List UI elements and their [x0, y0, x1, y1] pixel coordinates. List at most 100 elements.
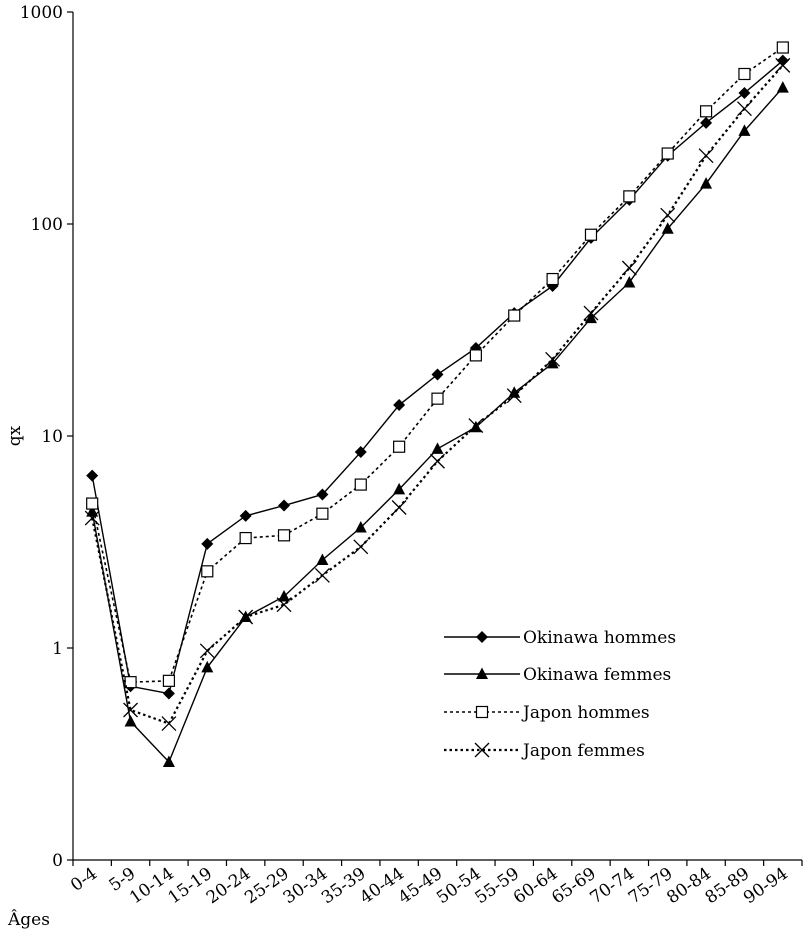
data-point — [278, 589, 291, 602]
data-point — [162, 687, 175, 700]
x-tick-label: 60-64 — [510, 864, 562, 908]
legend-item: Japon femmes — [444, 741, 645, 761]
data-point — [431, 368, 444, 381]
data-point — [775, 57, 791, 73]
data-point — [584, 311, 597, 324]
data-point — [700, 177, 713, 189]
data-point — [621, 260, 637, 276]
data-point — [431, 442, 444, 454]
x-tick-label: 25-29 — [241, 864, 293, 908]
series-1 — [86, 81, 789, 767]
data-point — [201, 537, 214, 550]
legend-item: Okinawa femmes — [444, 665, 671, 685]
data-point — [393, 440, 406, 453]
y-tick-label: 10 — [41, 427, 63, 447]
legend: Okinawa hommes Okinawa femmes Japon hommes… — [444, 628, 676, 761]
y-tick-label: 1000 — [20, 3, 63, 23]
x-tick-label: 85-89 — [702, 864, 754, 908]
data-point — [508, 309, 521, 322]
series-line — [91, 87, 784, 764]
data-point — [393, 482, 406, 495]
legend-marker — [474, 742, 490, 758]
x-tick-label: 40-44 — [356, 864, 408, 908]
data-point — [393, 399, 406, 412]
data-point — [201, 660, 214, 673]
data-point — [508, 386, 521, 398]
x-tick-label: 80-84 — [663, 864, 715, 908]
data-point — [314, 567, 330, 583]
x-tick-label: 0-4 — [67, 864, 101, 896]
data-point — [776, 54, 789, 67]
data-point — [583, 305, 599, 321]
data-point — [199, 643, 215, 659]
x-tick-label: 15-19 — [165, 864, 217, 908]
y-tick-label: 0 — [52, 851, 63, 871]
data-point — [584, 228, 598, 241]
data-point — [316, 488, 329, 501]
data-point — [354, 446, 367, 459]
legend-item: Okinawa hommes — [444, 628, 676, 648]
data-point — [316, 507, 329, 520]
data-point — [84, 510, 100, 526]
data-point — [469, 349, 482, 362]
data-point — [698, 148, 714, 164]
data-point — [162, 755, 175, 767]
data-point — [239, 509, 252, 522]
data-point — [276, 597, 292, 613]
x-tick-label: 90-94 — [740, 864, 792, 908]
data-point — [201, 565, 214, 578]
x-tick-label: 30-34 — [280, 864, 332, 908]
data-point — [545, 351, 561, 367]
data-point — [468, 418, 484, 434]
legend-label: Okinawa femmes — [523, 665, 671, 685]
data-point — [316, 553, 329, 566]
data-point — [623, 190, 636, 203]
x-tick-label: 20-24 — [203, 864, 255, 908]
data-point — [546, 356, 559, 369]
legend-marker — [476, 667, 488, 679]
data-point — [354, 478, 367, 491]
data-point — [354, 521, 367, 533]
data-point — [623, 275, 636, 288]
data-point — [239, 531, 252, 545]
legend-label: Japon hommes — [521, 703, 650, 723]
data-point — [162, 674, 176, 687]
x-tick-label: 55-59 — [471, 864, 523, 908]
legend-marker — [475, 705, 489, 719]
data-point — [124, 715, 137, 727]
data-point — [353, 539, 369, 555]
x-tick-label: 50-54 — [433, 864, 485, 908]
x-tick-label: 10-14 — [126, 864, 178, 908]
legend-marker — [476, 631, 488, 643]
data-point — [278, 499, 291, 512]
data-point — [736, 101, 752, 117]
data-point — [86, 469, 99, 482]
data-point — [161, 716, 177, 732]
data-point — [660, 207, 676, 223]
legend-item: Japon hommes — [444, 703, 650, 723]
data-point — [431, 392, 444, 405]
data-point — [506, 388, 522, 404]
data-point — [86, 505, 99, 517]
series-3 — [84, 57, 791, 732]
series-2 — [86, 41, 789, 689]
x-axis-title: Âges — [7, 909, 50, 930]
data-point — [776, 41, 789, 54]
data-point — [776, 81, 789, 93]
data-point — [391, 500, 407, 515]
data-point — [86, 497, 99, 510]
data-point — [238, 609, 254, 625]
data-point — [738, 86, 751, 99]
x-tick-label: 45-49 — [395, 864, 447, 908]
y-axis-title: qx — [5, 425, 25, 446]
series-0 — [86, 54, 789, 700]
x-tick-label: 75-79 — [625, 864, 677, 908]
legend-label: Japon femmes — [521, 741, 645, 761]
data-point — [277, 529, 291, 542]
x-tick-label: 65-69 — [548, 864, 600, 908]
data-point — [661, 222, 674, 234]
data-point — [546, 272, 559, 286]
data-point — [738, 124, 751, 136]
